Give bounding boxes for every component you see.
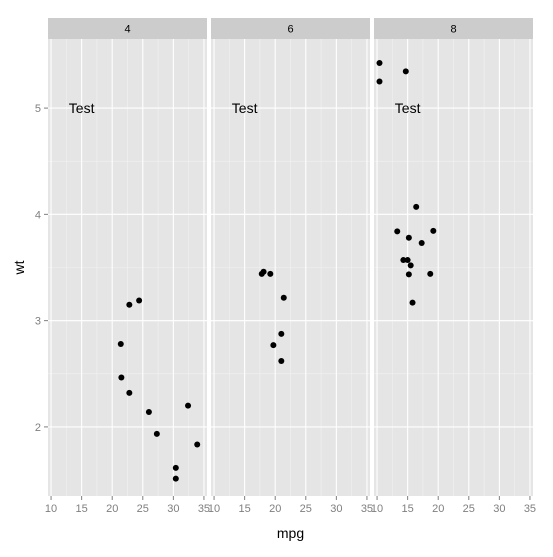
x-tick-label: 25 — [300, 503, 312, 515]
data-point — [136, 297, 143, 304]
data-point — [278, 358, 285, 365]
data-point — [172, 464, 179, 471]
x-tick-label: 35 — [524, 503, 536, 515]
x-tick-label: 35 — [198, 503, 210, 515]
x-tick-label: 15 — [76, 503, 88, 515]
data-point — [413, 203, 420, 210]
x-tick-label: 25 — [463, 503, 475, 515]
data-point — [402, 68, 409, 75]
data-point — [185, 402, 192, 409]
data-point — [407, 262, 414, 269]
x-tick-label: 20 — [106, 503, 118, 515]
data-point — [194, 441, 201, 448]
x-tick-label: 30 — [330, 503, 342, 515]
x-tick-label: 10 — [45, 503, 57, 515]
y-tick-label: 3 — [35, 316, 41, 328]
data-point — [427, 270, 434, 277]
annotation-text: Test — [395, 100, 421, 116]
data-point — [126, 301, 133, 308]
x-tick-label: 15 — [402, 503, 414, 515]
y-axis-title: wt — [11, 260, 27, 275]
x-tick-label: 30 — [167, 503, 179, 515]
annotation-text: Test — [69, 100, 95, 116]
facet-strip-label: 6 — [287, 24, 293, 36]
data-point — [267, 270, 274, 277]
data-point — [394, 228, 401, 235]
data-point — [145, 409, 152, 416]
x-tick-label: 15 — [239, 503, 251, 515]
annotation-text: Test — [232, 100, 258, 116]
data-point — [418, 240, 425, 247]
facet-strip-label: 4 — [124, 24, 130, 36]
x-axis-title: mpg — [277, 525, 304, 541]
y-tick-label: 4 — [35, 209, 41, 221]
facet-strip-label: 8 — [450, 24, 456, 36]
data-point — [409, 299, 416, 306]
data-point — [400, 257, 407, 264]
x-tick-label: 20 — [269, 503, 281, 515]
x-tick-label: 30 — [493, 503, 505, 515]
data-point — [280, 294, 287, 301]
data-point — [405, 234, 412, 241]
facet-strip-8 — [374, 18, 533, 39]
data-point — [430, 227, 437, 234]
data-point — [405, 271, 412, 278]
facet-strip-6 — [211, 18, 370, 39]
data-point — [126, 389, 133, 396]
data-point — [117, 341, 124, 348]
x-tick-label: 35 — [361, 503, 373, 515]
y-tick-label: 5 — [35, 103, 41, 115]
x-tick-label: 10 — [371, 503, 383, 515]
data-point — [376, 78, 383, 85]
data-point — [118, 374, 125, 381]
data-point — [278, 330, 285, 337]
data-point — [376, 60, 383, 67]
x-tick-label: 10 — [208, 503, 220, 515]
x-tick-label: 20 — [432, 503, 444, 515]
data-point — [258, 270, 265, 277]
y-tick-label: 2 — [35, 422, 41, 434]
data-point — [270, 342, 277, 349]
data-point — [172, 475, 179, 482]
x-tick-label: 25 — [137, 503, 149, 515]
facet-strip-4 — [48, 18, 207, 39]
data-point — [404, 257, 411, 264]
data-point — [153, 430, 160, 437]
